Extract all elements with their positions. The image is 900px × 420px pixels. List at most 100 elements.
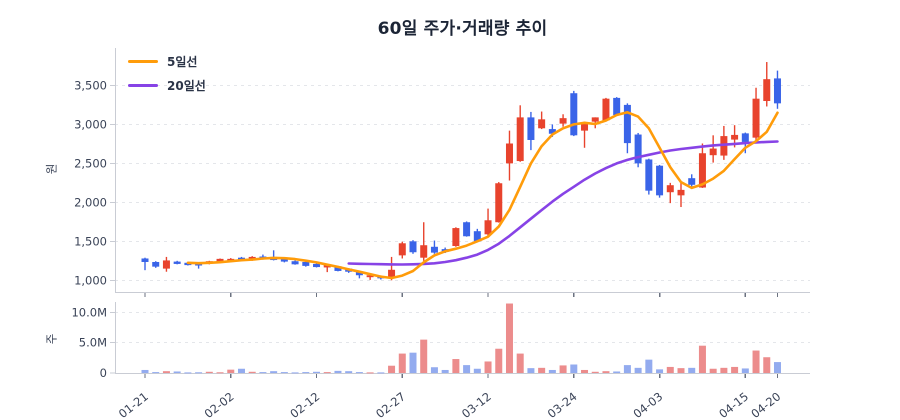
volume-bar xyxy=(720,367,728,373)
candle-body xyxy=(591,117,599,122)
volume-axis-title: 주 xyxy=(44,333,59,345)
candle-body xyxy=(473,231,481,242)
candle-body xyxy=(731,134,739,140)
volume-bar xyxy=(538,367,546,373)
candle-body xyxy=(216,258,224,262)
candle-body xyxy=(623,104,631,144)
candle-body xyxy=(548,129,556,134)
legend-item-ma5[interactable]: 5일선 xyxy=(128,53,206,70)
volume-bar xyxy=(291,372,299,374)
candle-body xyxy=(141,258,149,262)
candle-body xyxy=(773,78,781,104)
x-tick-label: 03-12 xyxy=(459,389,494,420)
volume-bar xyxy=(591,371,599,373)
candle-body xyxy=(516,117,524,162)
candle-body xyxy=(656,165,664,196)
volume-bar xyxy=(613,371,621,373)
volume-bar xyxy=(677,368,685,373)
volume-bar xyxy=(237,368,245,373)
candle-body xyxy=(366,275,374,278)
price-ytick-label: 2,500 xyxy=(74,156,107,170)
volume-bar xyxy=(484,361,492,373)
volume-bar xyxy=(559,365,567,373)
volume-bar xyxy=(420,339,428,373)
volume-bar xyxy=(398,353,406,373)
x-tick-label: 04-15 xyxy=(716,389,751,420)
volume-ytick-label: 10.0M xyxy=(71,305,107,319)
candle-body xyxy=(334,266,342,271)
ma5-line-swatch xyxy=(128,60,158,63)
volume-bar xyxy=(495,348,503,373)
candle-body xyxy=(291,261,299,265)
volume-bar xyxy=(334,370,342,373)
volume-bar xyxy=(409,352,417,373)
volume-bar xyxy=(345,371,353,373)
candle-body xyxy=(162,260,170,269)
volume-bar xyxy=(516,353,524,373)
price-axis-title: 원 xyxy=(44,163,59,175)
volume-bar xyxy=(184,372,192,374)
volume-bar xyxy=(377,372,385,374)
volume-bar xyxy=(355,372,363,374)
volume-bar xyxy=(441,369,449,373)
candle-body xyxy=(280,258,288,262)
volume-bar xyxy=(688,367,696,373)
price-ytick-label: 3,500 xyxy=(74,78,107,92)
volume-bar xyxy=(270,371,278,373)
volume-bar xyxy=(666,366,674,373)
volume-bar xyxy=(216,372,224,374)
volume-bar xyxy=(623,365,631,373)
price-ytick-label: 2,000 xyxy=(74,195,107,209)
ma20-line-swatch xyxy=(128,84,158,87)
candle-body xyxy=(698,153,706,188)
candle-body xyxy=(452,228,460,247)
ma20-legend-label: 20일선 xyxy=(167,79,206,93)
volume-bar xyxy=(548,369,556,373)
candle-body xyxy=(505,143,513,164)
volume-bar xyxy=(645,359,653,373)
ma5-legend-label: 5일선 xyxy=(167,55,198,69)
candle-body xyxy=(173,261,181,264)
candle-body xyxy=(570,93,578,136)
candle-body xyxy=(355,272,363,276)
legend-item-ma20[interactable]: 20일선 xyxy=(128,77,206,94)
candle-body xyxy=(763,79,771,102)
candle-body xyxy=(709,148,717,156)
volume-bar xyxy=(259,372,267,374)
volume-bar xyxy=(709,368,717,373)
volume-bar xyxy=(205,371,213,373)
x-tick-label: 04-03 xyxy=(630,389,665,420)
candle-body xyxy=(195,263,203,266)
candle-body xyxy=(752,98,760,138)
ma5-line xyxy=(186,111,779,280)
volume-bar xyxy=(162,371,170,373)
volume-bar xyxy=(195,372,203,374)
price-ytick-label: 3,000 xyxy=(74,117,107,131)
volume-bar xyxy=(634,367,642,373)
volume-bar xyxy=(581,369,589,373)
volume-bar xyxy=(173,371,181,373)
x-tick-label: 02-12 xyxy=(287,389,322,420)
candle-body xyxy=(527,117,535,140)
candle-body xyxy=(388,269,396,278)
volume-bar xyxy=(505,303,513,373)
candle-body xyxy=(741,133,749,142)
candle-body xyxy=(398,243,406,256)
volume-bar xyxy=(452,359,460,373)
candle-body xyxy=(420,245,428,258)
volume-bar xyxy=(698,345,706,373)
volume-bar xyxy=(570,364,578,373)
volume-bar xyxy=(741,368,749,373)
volume-ytick-label: 5.0M xyxy=(79,336,107,350)
candle-body xyxy=(645,159,653,191)
x-tick-label: 03-24 xyxy=(545,389,580,420)
volume-bar xyxy=(323,372,331,374)
volume-bar xyxy=(527,368,535,373)
candle-body xyxy=(634,134,642,164)
legend: 5일선 20일선 xyxy=(128,53,206,94)
candle-body xyxy=(688,178,696,185)
x-tick-label: 01-21 xyxy=(116,389,151,420)
candle-body xyxy=(581,122,589,131)
